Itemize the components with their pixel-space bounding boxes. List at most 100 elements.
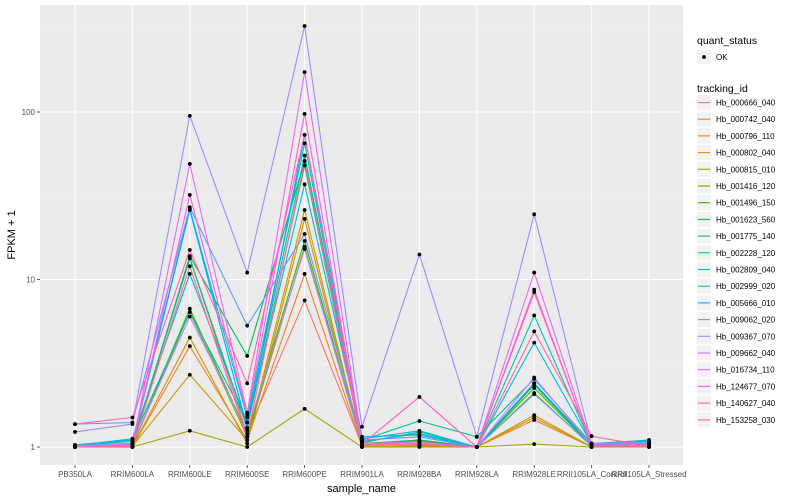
data-point xyxy=(245,420,250,425)
data-point xyxy=(73,430,77,434)
legend-label: Hb_009367_070 xyxy=(716,332,776,341)
legend-label: Hb_140627_040 xyxy=(716,399,776,408)
data-point xyxy=(187,208,192,212)
data-point xyxy=(532,386,537,390)
x-tick-label: RRIM600PE xyxy=(282,470,326,479)
data-point xyxy=(417,445,422,449)
x-axis-title: sample_name xyxy=(327,483,396,495)
data-point xyxy=(302,159,307,163)
data-point xyxy=(245,441,250,446)
data-point xyxy=(302,132,307,137)
data-point xyxy=(245,413,250,418)
data-point xyxy=(302,298,307,303)
legend-label: Hb_002809_040 xyxy=(716,266,776,275)
data-point xyxy=(532,442,537,447)
data-point xyxy=(532,212,537,217)
data-point xyxy=(360,438,364,442)
data-point xyxy=(589,443,594,448)
data-point xyxy=(245,438,250,442)
data-point xyxy=(417,434,422,439)
legend-label: Hb_001416_120 xyxy=(716,182,776,191)
data-point xyxy=(302,163,307,168)
data-point xyxy=(532,329,537,334)
data-point xyxy=(245,431,250,436)
data-point xyxy=(187,161,192,166)
data-point xyxy=(187,310,192,314)
data-point xyxy=(532,415,537,420)
data-point xyxy=(532,381,537,386)
data-point xyxy=(417,428,422,433)
data-point xyxy=(302,153,307,158)
y-tick-label: 100 xyxy=(22,108,36,117)
x-tick-label: RRIM928LE xyxy=(512,470,556,479)
data-point xyxy=(187,256,192,261)
y-tick-label: 1 xyxy=(31,443,36,452)
legend-label: Hb_001623_560 xyxy=(716,215,776,224)
data-point xyxy=(532,375,537,380)
x-tick-label: RRIM901LA xyxy=(340,470,384,479)
color-legend-items: Hb_000666_040 Hb_000742_040 Hb_000796_110 H… xyxy=(697,95,776,428)
data-point xyxy=(302,406,307,411)
data-point xyxy=(187,113,192,118)
data-point xyxy=(187,272,192,276)
data-point xyxy=(187,335,192,340)
legend-label: Hb_016734_110 xyxy=(716,366,775,375)
data-point xyxy=(130,415,135,420)
color-legend-title: tracking_id xyxy=(697,83,748,95)
data-point xyxy=(360,442,364,447)
legend-label: Hb_005666_010 xyxy=(716,299,776,308)
data-points xyxy=(73,24,651,449)
data-point xyxy=(245,353,250,358)
y-tick-label: 10 xyxy=(26,276,35,285)
legend-label: Hb_153258_030 xyxy=(716,416,776,425)
x-tick-label: RRIM928LA xyxy=(455,470,499,479)
x-axis: PB350LA RRIM600LA RRIM600LE RRIM600SE RRIM60… xyxy=(58,465,687,479)
data-point xyxy=(302,24,307,28)
data-point xyxy=(73,422,77,426)
x-tick-label: RRII105LA_Stressed xyxy=(611,470,686,479)
legend-label: Hb_009062_020 xyxy=(716,316,776,325)
data-point xyxy=(532,290,537,295)
data-point xyxy=(302,232,307,236)
data-point xyxy=(302,208,307,212)
x-tick-label: RRIM600SE xyxy=(225,470,269,479)
data-point xyxy=(187,372,192,377)
data-point xyxy=(474,445,479,449)
data-point xyxy=(589,434,594,439)
legend-label: Hb_000815_010 xyxy=(716,165,776,174)
x-tick-label: RRIM928BA xyxy=(397,470,442,479)
data-point xyxy=(302,141,307,146)
data-point xyxy=(187,192,192,197)
data-point xyxy=(245,323,250,328)
legend-label: Hb_000742_040 xyxy=(716,115,776,124)
legend-label: Hb_000666_040 xyxy=(716,99,776,108)
legend-label: Hb_001775_140 xyxy=(716,232,776,241)
data-point xyxy=(302,247,307,251)
data-point xyxy=(130,436,135,441)
data-point xyxy=(417,395,422,399)
legend-label: OK xyxy=(716,53,728,62)
x-tick-label: RRII105LA_Control xyxy=(557,470,627,479)
data-point xyxy=(187,248,192,252)
data-point xyxy=(245,428,250,433)
data-point xyxy=(647,444,651,449)
legend: quant_status OK tracking_id Hb_000666_04… xyxy=(697,35,776,428)
data-point xyxy=(417,442,422,447)
y-axis-title: FPKM + 1 xyxy=(6,210,18,259)
data-point xyxy=(187,314,192,319)
data-point xyxy=(417,252,422,257)
data-point xyxy=(187,428,192,433)
legend-label: Hb_002999_020 xyxy=(716,282,776,291)
data-point xyxy=(245,381,250,386)
data-point xyxy=(302,238,307,243)
data-point xyxy=(245,426,250,430)
data-point xyxy=(130,422,135,426)
data-point xyxy=(532,340,537,345)
shape-legend-items: OK xyxy=(697,50,728,64)
data-point xyxy=(130,444,135,449)
data-point xyxy=(532,392,537,396)
legend-label: Hb_002228_120 xyxy=(716,249,776,258)
data-point xyxy=(73,445,77,449)
legend-label: Hb_124677_070 xyxy=(716,382,776,391)
shape-legend-title: quant_status xyxy=(697,35,757,47)
